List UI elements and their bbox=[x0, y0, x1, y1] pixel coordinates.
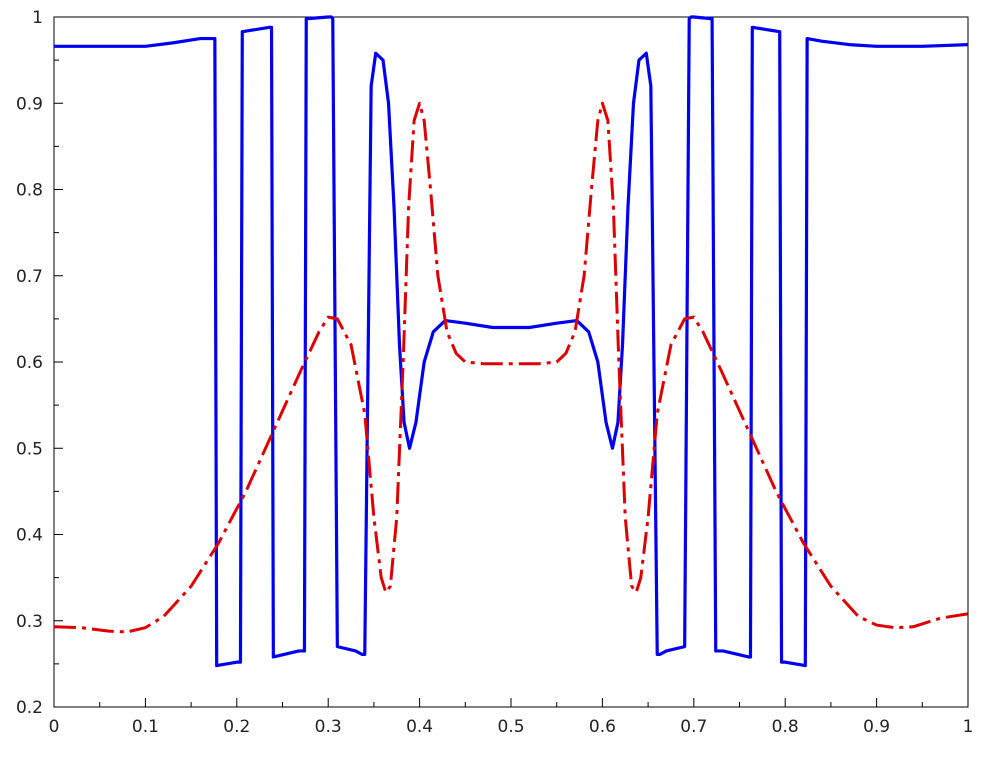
y-tick-label: 0.8 bbox=[16, 181, 43, 201]
x-tick-label: 0.2 bbox=[223, 717, 250, 737]
x-tick-label: 1 bbox=[963, 717, 974, 737]
series-layer bbox=[53, 15, 969, 668]
series-line-2 bbox=[53, 101, 969, 634]
y-tick-label: 0.2 bbox=[16, 698, 43, 718]
x-tick-label: 0.9 bbox=[863, 717, 890, 737]
x-tick-label: 0.4 bbox=[406, 717, 433, 737]
y-tick-label: 0.9 bbox=[16, 94, 43, 114]
x-tick-label: 0.6 bbox=[589, 717, 616, 737]
y-tick-label: 0.3 bbox=[16, 612, 43, 632]
y-tick-label: 0.6 bbox=[16, 353, 43, 373]
axis-layer: 0 0.1 0.2 0.3 0.4 0.5 0.6 0.7 0.8 0.9 1 0.2 0.3 0.4 0.… bbox=[16, 8, 973, 737]
x-tick-label: 0.7 bbox=[680, 717, 707, 737]
y-tick-label: 0.7 bbox=[16, 267, 43, 287]
y-tick-label: 1 bbox=[32, 8, 43, 28]
series-line-1 bbox=[54, 15, 969, 668]
y-tick-label: 0.5 bbox=[16, 439, 43, 459]
x-tick-label: 0 bbox=[49, 717, 60, 737]
x-tick-label: 0.8 bbox=[772, 717, 799, 737]
x-tick-label: 0.3 bbox=[315, 717, 342, 737]
plot-area bbox=[53, 16, 969, 708]
x-tick-label: 0.5 bbox=[497, 717, 524, 737]
y-tick-label: 0.4 bbox=[16, 526, 43, 546]
x-tick-label: 0.1 bbox=[132, 717, 159, 737]
